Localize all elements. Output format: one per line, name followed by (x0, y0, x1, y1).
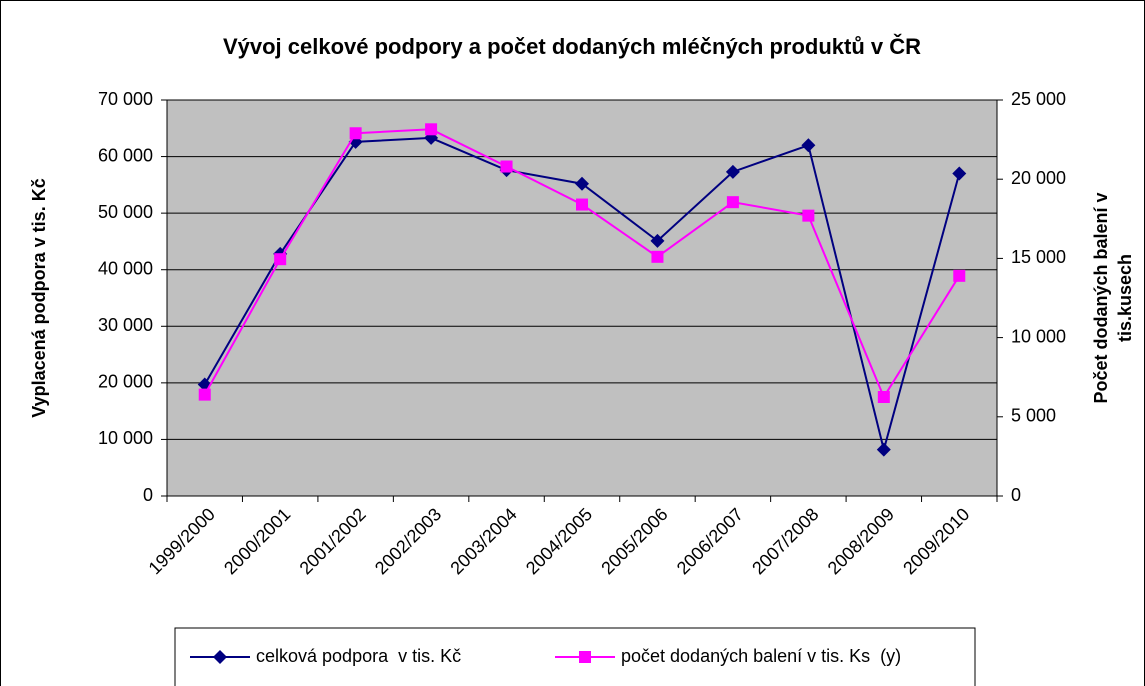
y2-tick-label: 10 000 (1011, 326, 1066, 346)
legend-label: počet dodaných balení v tis. Ks (y) (621, 646, 901, 666)
y-tick-label: 50 000 (98, 202, 153, 222)
marker (725, 164, 740, 179)
marker (651, 250, 664, 263)
y-tick-label: 70 000 (98, 89, 153, 109)
marker (953, 269, 966, 282)
y2-tick-label: 25 000 (1011, 89, 1066, 109)
marker (425, 123, 438, 136)
marker (952, 166, 967, 181)
y-tick-label: 60 000 (98, 145, 153, 165)
y-tick-label: 0 (143, 485, 153, 505)
legend-label: celková podpora v tis. Kč (256, 646, 461, 666)
y2-tick-label: 0 (1011, 485, 1021, 505)
y-tick-label: 10 000 (98, 428, 153, 448)
marker (876, 442, 891, 457)
marker (877, 391, 890, 403)
y-tick-label: 20 000 (98, 372, 153, 392)
y2-axis-label: tis.kusech (1115, 254, 1135, 342)
marker (349, 127, 362, 140)
y-axis-label: Vyplacená podpora v tis. Kč (29, 178, 49, 417)
y2-tick-label: 5 000 (1011, 406, 1056, 426)
chart-title: Vývoj celkové podpory a počet dodaných m… (223, 34, 921, 59)
y-tick-label: 30 000 (98, 315, 153, 335)
marker (576, 198, 588, 211)
legend-marker (213, 650, 227, 664)
marker (801, 138, 816, 153)
y2-axis-label: Počet dodaných balení v (1091, 192, 1111, 403)
legend-marker (579, 651, 591, 663)
y-tick-label: 40 000 (98, 258, 153, 278)
y2-tick-label: 20 000 (1011, 168, 1066, 188)
marker (802, 209, 815, 222)
marker (726, 196, 739, 209)
marker (650, 233, 665, 248)
plot-area (166, 99, 998, 497)
y2-tick-label: 15 000 (1011, 247, 1066, 267)
marker (575, 176, 589, 191)
marker (500, 160, 513, 173)
marker (274, 253, 287, 266)
marker (198, 388, 211, 401)
